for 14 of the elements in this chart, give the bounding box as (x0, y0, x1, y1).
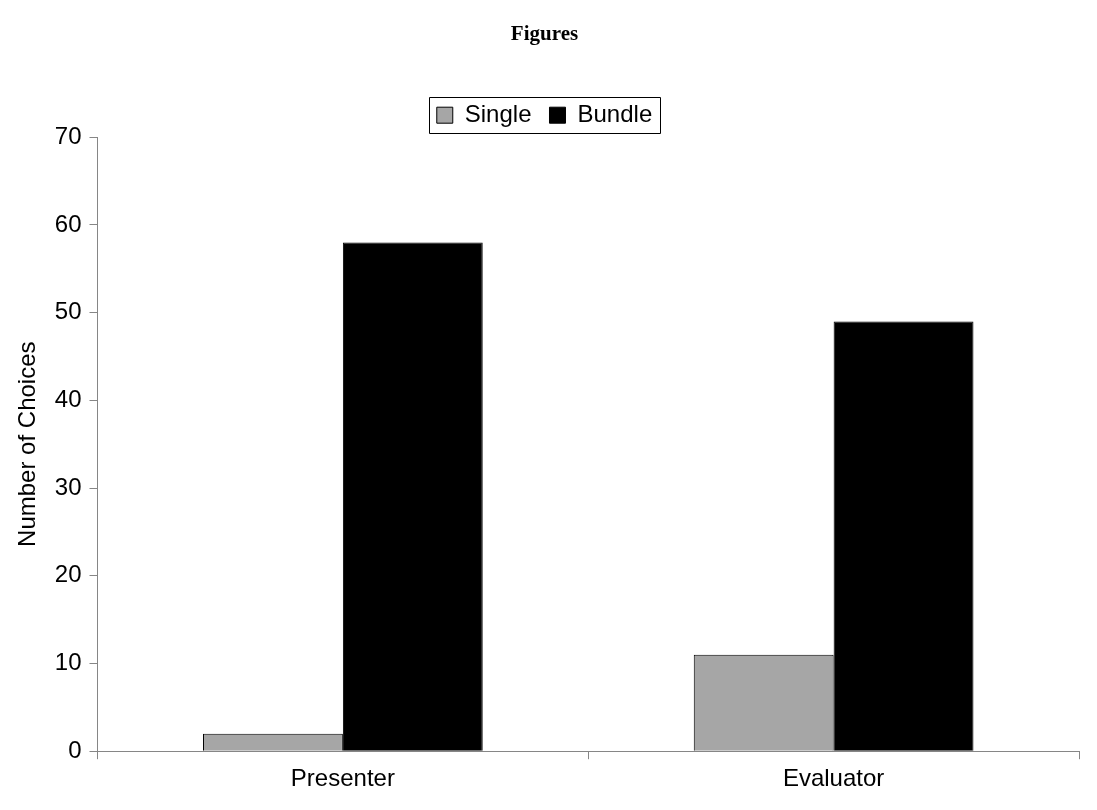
y-tick-label: 50 (54, 297, 82, 325)
y-tick-label: 60 (54, 209, 82, 237)
y-tick-label: 70 (54, 121, 82, 149)
y-tick-label: 30 (54, 472, 82, 500)
legend-label: Bundle (577, 99, 653, 127)
x-tick-label: Evaluator (782, 764, 885, 792)
y-tick-label: 10 (54, 648, 82, 676)
chart-title: Figures (510, 21, 579, 46)
y-tick-label: 0 (68, 735, 82, 763)
x-tick-label: Presenter (290, 764, 395, 792)
y-tick-label: 40 (54, 384, 82, 412)
y-tick-label: 20 (54, 560, 82, 588)
legend-label: Single (464, 99, 532, 127)
y-axis-title: Number of Choices (13, 341, 41, 547)
